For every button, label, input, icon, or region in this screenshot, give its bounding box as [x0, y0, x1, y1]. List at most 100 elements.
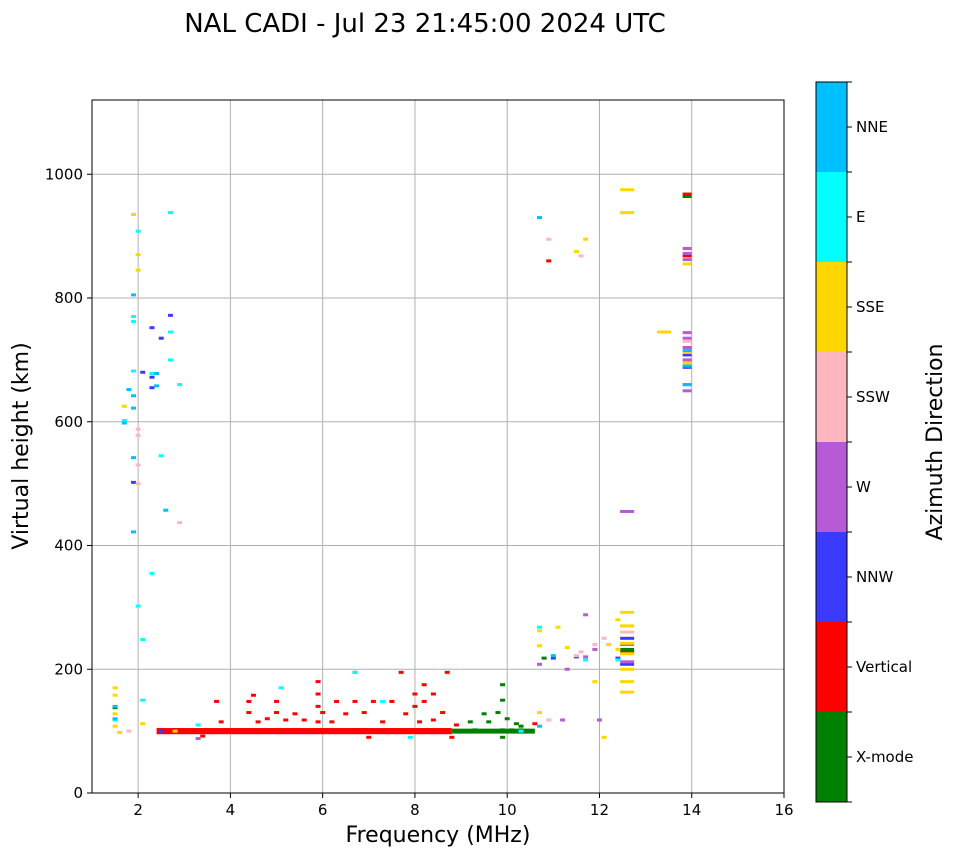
echo-point-nnw — [149, 375, 155, 379]
echo-point-vertical — [324, 729, 330, 733]
echo-point-vertical — [260, 728, 266, 732]
echo-point-x-mode — [513, 722, 519, 726]
echo-point-sse — [112, 686, 118, 690]
echo-point-vertical — [343, 729, 349, 733]
echo-point-e — [121, 419, 127, 423]
echo-point-e — [407, 735, 413, 739]
echo-point-vertical — [352, 728, 358, 732]
echo-point-e — [167, 358, 173, 362]
echo-point-w — [682, 251, 692, 255]
x-tick-label: 8 — [410, 801, 420, 819]
echo-point-nnw — [615, 656, 621, 660]
echo-point-vertical — [292, 712, 298, 716]
echo-point-vertical — [269, 729, 275, 733]
echo-point-sse — [682, 350, 692, 354]
echo-point-e — [352, 670, 358, 674]
echo-point-e — [158, 454, 164, 458]
echo-point-e — [135, 229, 141, 233]
echo-point-vertical — [315, 720, 321, 724]
echo-point-vertical — [250, 693, 256, 697]
echo-point-vertical — [361, 711, 367, 715]
echo-point-vertical — [204, 728, 210, 732]
colorbar-block — [816, 172, 847, 262]
echo-point-w — [560, 718, 566, 722]
echo-point-sse — [583, 237, 589, 241]
echo-point-vertical — [186, 729, 192, 733]
echo-point-e — [149, 571, 155, 575]
y-tick-label: 200 — [54, 660, 83, 678]
echo-point-e — [195, 723, 201, 727]
echo-point-vertical — [380, 729, 386, 733]
echo-point-ssw — [682, 339, 692, 343]
echo-point-e — [140, 698, 146, 702]
echo-point-nne — [550, 654, 556, 658]
x-tick-label: 14 — [682, 801, 701, 819]
x-ticks: 2 4 6 8 10 12 14 16 — [133, 793, 794, 819]
echo-point-sse — [117, 730, 123, 734]
echo-point-ssw — [578, 254, 584, 258]
echo-point-vertical — [682, 192, 692, 196]
echo-point-e — [177, 383, 183, 387]
echo-point-vertical — [274, 699, 280, 703]
echo-point-x-mode — [682, 195, 692, 199]
echo-point-x-mode — [500, 728, 506, 732]
echo-point-sse — [657, 330, 672, 334]
echo-point-e — [167, 330, 173, 334]
echo-point-nne — [682, 364, 692, 368]
echo-point-vertical — [264, 717, 270, 721]
echo-point-x-mode — [486, 720, 492, 724]
echo-point-sse — [682, 361, 692, 365]
echo-point-ssw — [620, 630, 635, 634]
colorbar-block — [816, 622, 847, 712]
echo-point-vertical — [620, 650, 635, 654]
echo-point-w — [195, 737, 201, 741]
vertical-trace-band — [156, 728, 452, 735]
echo-point-vertical — [301, 718, 307, 722]
x-tick-label: 16 — [774, 801, 793, 819]
echo-point-vertical — [380, 720, 386, 724]
colorbar-tick-label: W — [856, 478, 871, 496]
echo-point-w — [564, 667, 570, 671]
echo-point-e — [278, 686, 284, 690]
echo-point-nnw — [149, 326, 155, 330]
echo-point-ssw — [573, 654, 579, 658]
echo-point-e — [131, 369, 137, 373]
echo-point-nnw — [550, 656, 556, 660]
colorbar-block — [816, 262, 847, 352]
echo-point-ssw — [135, 427, 141, 431]
echo-point-ssw — [592, 643, 598, 646]
colorbar-blocks — [816, 82, 847, 802]
colorbar-tick-label: X-mode — [856, 748, 913, 766]
echo-point-sse — [140, 722, 146, 726]
x-tick-label: 2 — [133, 801, 143, 819]
echo-point-nne — [126, 388, 132, 392]
y-tick-label: 600 — [54, 413, 83, 431]
x-tick-label: 4 — [226, 801, 236, 819]
echo-point-vertical — [361, 729, 367, 733]
plot-area: 2 4 6 8 10 12 14 16 0 200 400 600 800 1000 — [45, 99, 794, 819]
echo-point-x-mode — [541, 656, 547, 660]
colorbar-block — [816, 352, 847, 442]
echo-point-vertical — [412, 704, 418, 708]
echo-point-vertical — [682, 254, 692, 258]
echo-point-vertical — [334, 728, 340, 732]
echo-point-e — [149, 371, 155, 375]
echo-point-w — [682, 247, 692, 250]
echo-point-vertical — [214, 729, 220, 733]
echo-point-vertical — [440, 711, 446, 715]
echo-point-nne — [131, 456, 137, 460]
echo-point-sse — [536, 629, 542, 633]
echo-point-ssw — [126, 729, 132, 733]
echo-point-vertical — [389, 728, 395, 732]
echo-point-x-mode — [527, 729, 533, 733]
echo-point-e — [615, 658, 621, 662]
echo-point-sse — [620, 610, 635, 614]
echo-point-sse — [135, 268, 141, 272]
echo-point-vertical — [444, 729, 450, 733]
colorbar-tick-label: SSE — [856, 298, 885, 316]
echo-point-vertical — [366, 735, 372, 739]
echo-point-vertical — [532, 722, 538, 726]
echo-point-sse — [172, 729, 178, 733]
echo-point-vertical — [195, 729, 201, 733]
